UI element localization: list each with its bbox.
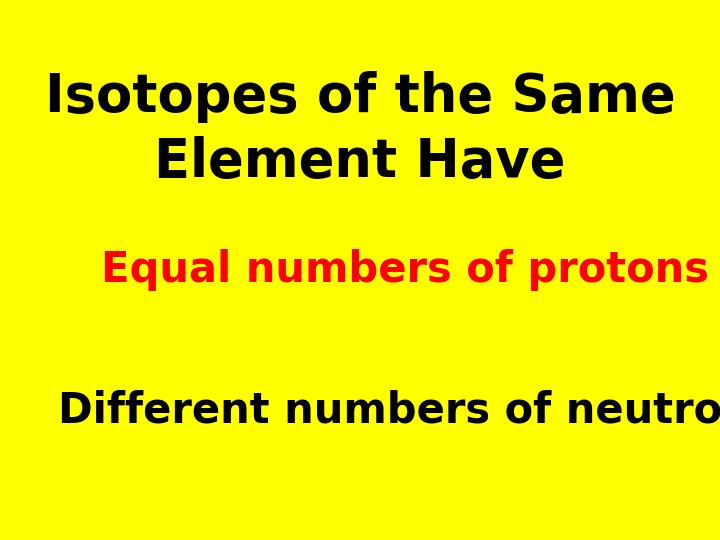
Text: Isotopes of the Same
Element Have: Isotopes of the Same Element Have bbox=[45, 71, 675, 188]
Text: Equal numbers of protons: Equal numbers of protons bbox=[101, 249, 708, 291]
Text: Different numbers of neutrons: Different numbers of neutrons bbox=[58, 389, 720, 431]
